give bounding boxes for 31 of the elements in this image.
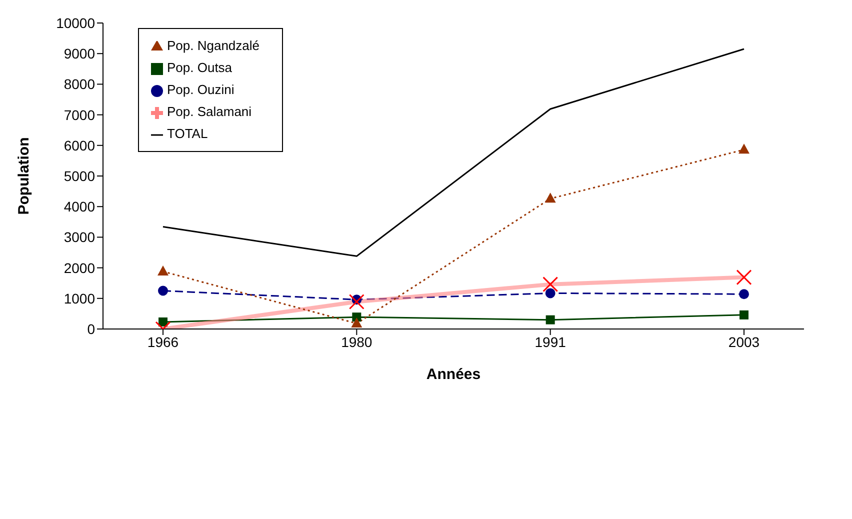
y-tick-label: 0 (87, 320, 96, 337)
point (738, 144, 750, 154)
legend-label: TOTAL (167, 126, 208, 141)
x-axis-title: Années (426, 366, 481, 383)
y-tick-label: 5000 (64, 168, 96, 184)
point (545, 288, 556, 298)
point (158, 286, 168, 296)
y-tick-label: 9000 (64, 46, 96, 62)
x-tick-label: 1980 (341, 334, 372, 350)
y-tick-label: 1000 (64, 290, 96, 306)
x-tick-label: 1991 (534, 334, 566, 350)
point (546, 315, 555, 324)
legend-label: Pop. Outsa (167, 60, 232, 75)
legend-label: Pop. Ouzini (167, 82, 234, 97)
y-axis-title: Population (15, 137, 32, 215)
x-tick-label: 2003 (728, 334, 760, 350)
y-tick-label: 10000 (56, 14, 96, 31)
y-tick-label: 2000 (64, 260, 96, 276)
y-tick-label: 3000 (64, 229, 96, 246)
x-tick-label: 1966 (147, 334, 179, 350)
point (739, 289, 749, 300)
y-tick-label: 6000 (64, 137, 96, 154)
legend-label: Pop. Salamani (167, 104, 252, 119)
point (351, 317, 362, 328)
legend-label: Pop. Ngandzalé (167, 38, 260, 53)
point (740, 310, 748, 320)
y-tick-label: 7000 (64, 106, 96, 123)
y-tick-label: 8000 (64, 76, 96, 92)
point (544, 192, 556, 203)
y-tick-label: 4000 (64, 198, 96, 215)
point (158, 265, 168, 276)
